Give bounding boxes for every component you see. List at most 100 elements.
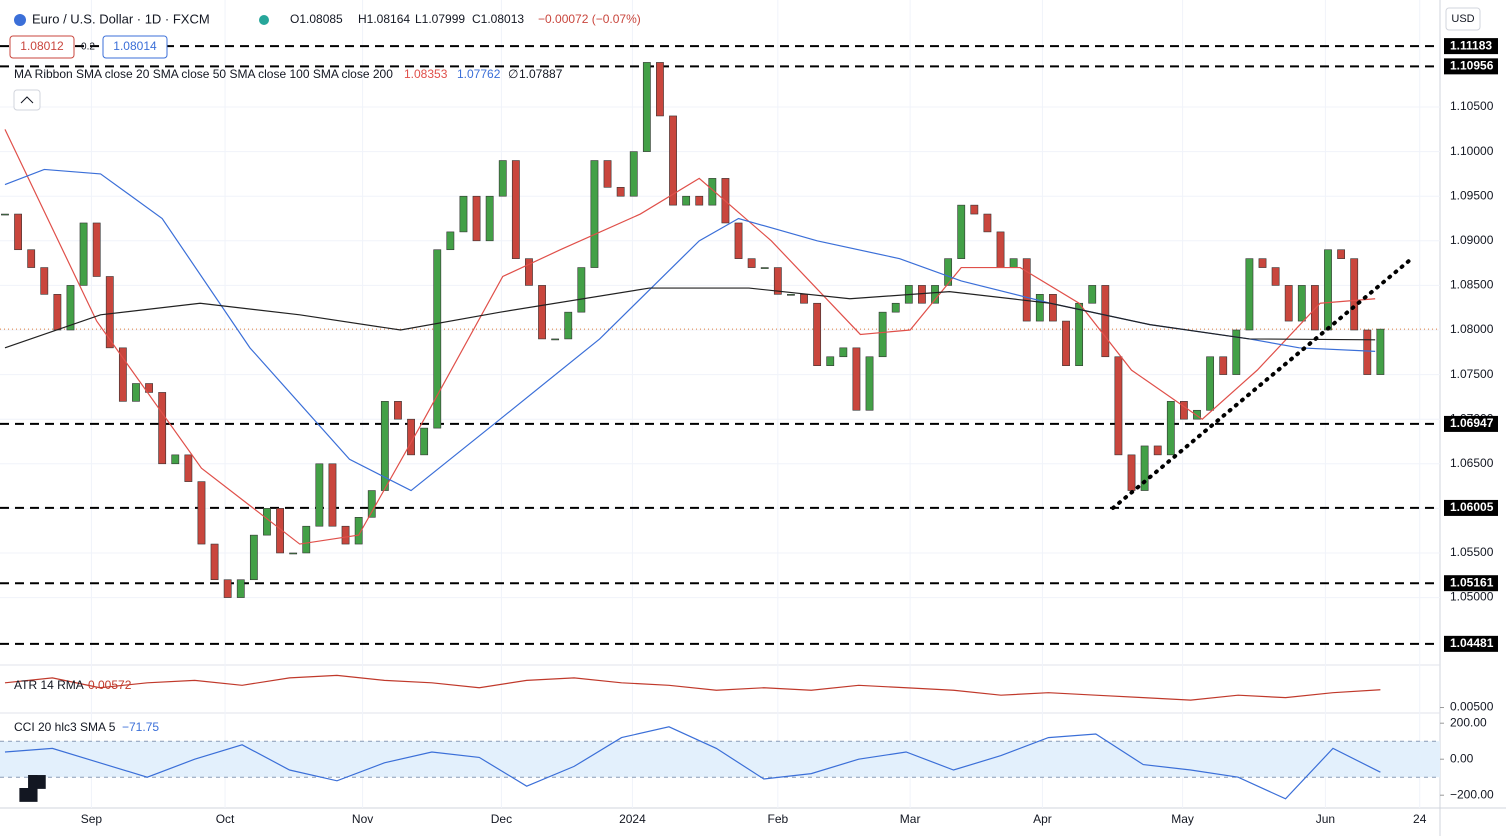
candle-body <box>433 249 442 429</box>
level-label: 1.06005 <box>1450 500 1494 514</box>
level-label-box <box>1444 499 1498 516</box>
y-tick-label: 1.05000 <box>1450 590 1494 604</box>
ohlc-change: −0.00072 (−0.07%) <box>538 12 641 26</box>
symbol-icon <box>14 14 26 26</box>
cci-legend: CCI 20 hlc3 SMA 5 <box>14 720 116 734</box>
candle-body <box>92 222 101 277</box>
candle-body <box>695 195 704 206</box>
y-tick-label: 1.05500 <box>1450 545 1494 559</box>
x-tick-label: Dec <box>491 812 512 826</box>
candle-body <box>1350 258 1359 331</box>
level-label: 1.10956 <box>1450 59 1494 73</box>
y-tick-label: 200.00 <box>1450 715 1487 729</box>
candle-body <box>236 579 245 598</box>
candle-body <box>656 62 664 117</box>
candle-body <box>1035 294 1044 322</box>
level-label-box <box>1444 635 1498 652</box>
candle-body <box>263 508 271 536</box>
candle-body <box>341 525 350 545</box>
ma-value: 1.07887 <box>519 67 563 81</box>
y-tick-label: 0.00500 <box>1450 700 1494 714</box>
candle-body <box>891 302 900 313</box>
x-tick-label: 2024 <box>619 812 646 826</box>
candle-body <box>223 579 232 598</box>
candle-body <box>511 160 520 259</box>
level-label-box <box>1444 575 1498 592</box>
candle-body <box>276 508 284 554</box>
candle-body <box>931 285 939 304</box>
level-label-box <box>1444 415 1498 432</box>
buy-button[interactable] <box>102 35 168 59</box>
ohlc-high: H1.08164 <box>358 12 410 26</box>
ohlc-low: L1.07999 <box>415 12 465 26</box>
candle-body <box>1049 294 1057 322</box>
candle-body <box>1088 285 1097 304</box>
candle-body <box>1140 445 1149 491</box>
candle-body <box>590 160 599 268</box>
atr-legend: ATR 14 RMA <box>14 678 84 692</box>
candle-body <box>1193 409 1201 420</box>
candle-body <box>538 285 546 340</box>
currency-button[interactable] <box>1445 7 1481 31</box>
cci-value: −71.75 <box>122 720 159 734</box>
currency: USD <box>1451 13 1474 25</box>
candle-body <box>446 231 455 251</box>
tv-logo: ▟▘ <box>19 774 54 802</box>
level-label: 1.05161 <box>1450 575 1494 589</box>
candle-body <box>302 525 311 554</box>
symbol-title[interactable]: Euro / U.S. Dollar · 1D · FXCM <box>32 11 210 26</box>
candle-body <box>773 267 782 295</box>
candle-body <box>315 463 324 527</box>
candle-body <box>669 115 677 206</box>
candle-body <box>629 151 638 197</box>
ma-legend: MA Ribbon SMA close 20 SMA close 50 SMA … <box>14 67 393 81</box>
x-tick-label: Feb <box>767 812 788 826</box>
y-tick-label: 1.10500 <box>1450 99 1494 113</box>
candle-body <box>354 516 363 545</box>
level-label-box <box>1444 58 1498 75</box>
x-tick-label: May <box>1171 812 1194 826</box>
bid-price: 1.08012 <box>20 39 64 53</box>
candle-body <box>1075 302 1084 366</box>
sell-button[interactable] <box>9 35 75 59</box>
candle-body <box>66 285 75 331</box>
candle-body <box>485 195 494 242</box>
candle-body <box>459 195 468 233</box>
candle-body <box>878 311 887 358</box>
candle-body <box>551 338 560 341</box>
moving-average <box>4 287 1376 349</box>
candle-body <box>184 454 193 482</box>
ask-price: 1.08014 <box>113 39 157 53</box>
candle-body <box>498 160 507 197</box>
indicator-line <box>4 726 1381 800</box>
candle-body <box>249 534 258 581</box>
atr-value: 0.00572 <box>88 678 132 692</box>
candle-body <box>1324 249 1332 331</box>
candle-body <box>1062 320 1070 366</box>
trend-line <box>1111 258 1412 510</box>
y-tick-label: −200.00 <box>1450 787 1494 801</box>
level-label: 1.06947 <box>1450 416 1494 430</box>
candle-body <box>1232 329 1241 375</box>
candle-body <box>996 231 1005 268</box>
candle-body <box>1166 401 1175 456</box>
candle-body <box>472 195 481 242</box>
candle-body <box>53 294 62 331</box>
collapse-button[interactable] <box>13 89 41 111</box>
candle-body <box>1363 329 1372 375</box>
candle-body <box>1127 454 1136 491</box>
market-status <box>259 15 269 25</box>
candle-body <box>40 267 49 295</box>
level-label: 1.11183 <box>1450 38 1492 52</box>
candle-body <box>944 258 953 286</box>
candle-body <box>105 276 114 349</box>
x-tick-label: Mar <box>900 812 921 826</box>
candle-body <box>289 552 298 555</box>
level-label: 1.04481 <box>1450 636 1494 650</box>
candle-body <box>760 267 769 269</box>
spread: 0.2 <box>81 42 95 53</box>
y-tick-label: 0.00 <box>1450 751 1474 765</box>
collapse-icon <box>20 96 34 104</box>
